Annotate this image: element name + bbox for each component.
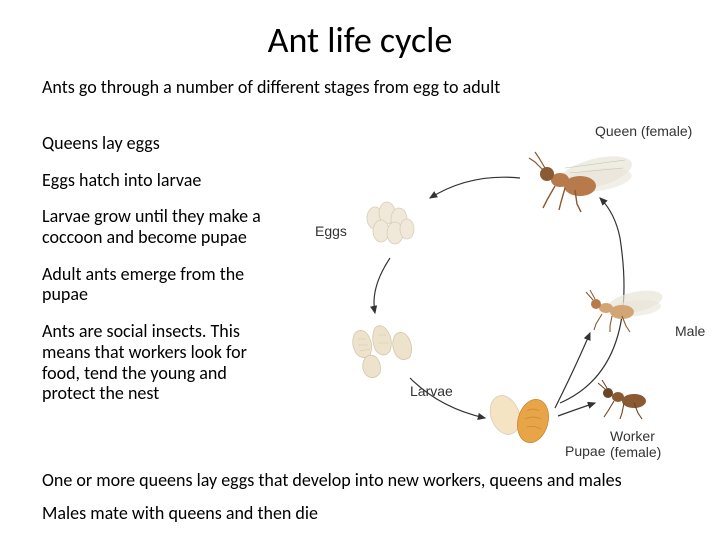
label-pupae: Pupae	[565, 443, 605, 459]
para-larvae: Larvae grow until they make a coccoon an…	[42, 206, 282, 247]
intro-text: Ants go through a number of different st…	[42, 76, 720, 98]
male-icon	[586, 286, 664, 332]
page-title: Ant life cycle	[0, 18, 720, 62]
eggs-icon	[367, 202, 414, 244]
arrow-eggs-larvae	[374, 258, 390, 313]
lifecycle-diagram: Queen (female) Eggs Larvae Pupae Male Wo…	[290, 118, 710, 458]
arrow-pupae-worker	[558, 403, 595, 416]
para-social: Ants are social insects. This means that…	[42, 321, 282, 404]
label-queen: Queen (female)	[595, 123, 692, 139]
left-column: Queens lay eggs Eggs hatch into larvae L…	[42, 133, 282, 420]
para-adults: Adult ants emerge from the pupae	[42, 264, 282, 305]
label-larvae: Larvae	[410, 383, 453, 399]
bottom-para-1: One or more queens lay eggs that develop…	[42, 470, 682, 491]
queen-icon	[529, 150, 635, 212]
pupae-icon	[485, 391, 553, 446]
label-eggs: Eggs	[315, 223, 347, 239]
label-worker: Worker (female)	[610, 428, 710, 460]
para-queens: Queens lay eggs	[42, 133, 282, 154]
para-eggs: Eggs hatch into larvae	[42, 170, 282, 191]
bottom-para-2: Males mate with queens and then die	[42, 503, 682, 524]
arrow-queen-eggs	[430, 177, 520, 198]
larvae-icon	[353, 326, 412, 378]
label-male: Male	[675, 323, 705, 339]
worker-icon	[598, 380, 646, 419]
diagram-svg	[290, 118, 710, 458]
bottom-section: One or more queens lay eggs that develop…	[42, 470, 682, 535]
